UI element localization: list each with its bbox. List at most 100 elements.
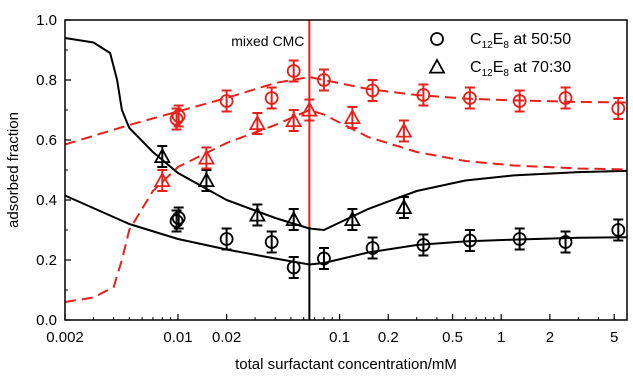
data-point xyxy=(395,196,413,219)
black-triangle-marker xyxy=(153,147,171,164)
y-tick-label: 0.8 xyxy=(36,72,57,89)
legend-circle-marker xyxy=(430,32,444,46)
data-point xyxy=(512,89,527,113)
x-tick-label: 0.002 xyxy=(46,329,84,346)
data-point xyxy=(197,146,215,170)
data-point xyxy=(153,169,171,192)
data-point xyxy=(463,229,477,252)
x-tick-label: 5 xyxy=(610,329,618,346)
data-point xyxy=(248,112,266,135)
data-point xyxy=(285,208,303,231)
red-circle-marker xyxy=(365,83,380,98)
data-point xyxy=(286,59,301,83)
data-point xyxy=(365,79,380,102)
legend-label-50-50: C12E8 at 50:50 xyxy=(470,31,571,51)
red-circle-marker xyxy=(219,94,234,108)
red-triangle-marker xyxy=(248,114,266,131)
legend-entry-70-30: C12E8 at 70:30 xyxy=(428,58,571,79)
black-triangle-marker xyxy=(197,171,215,188)
black-circle-marker xyxy=(317,251,331,266)
y-axis-label: adsorbed fraction xyxy=(5,112,22,228)
x-tick-label: 0.02 xyxy=(212,329,241,346)
red-circle-marker xyxy=(611,101,626,116)
data-point xyxy=(416,233,431,257)
data-point xyxy=(317,68,331,92)
y-tick-label: 0.6 xyxy=(36,132,57,149)
red-circle-marker xyxy=(558,91,573,105)
red-triangle-marker xyxy=(395,122,413,138)
x-tick-label: 0.1 xyxy=(329,329,350,346)
black-triangle-marker xyxy=(285,210,303,227)
data-point xyxy=(248,203,266,227)
black-circle-marker xyxy=(611,223,626,237)
red-circle-marker xyxy=(264,91,279,105)
data-point xyxy=(343,106,361,129)
legend-triangle-marker xyxy=(428,58,446,74)
black-circle-marker xyxy=(463,233,477,248)
black-circle-marker xyxy=(219,232,234,246)
red-circle-marker xyxy=(317,73,331,87)
data-point xyxy=(395,119,413,143)
data-point xyxy=(611,218,626,242)
red-dashed-curve-3 xyxy=(64,108,628,303)
black-circle-marker xyxy=(416,238,431,252)
black-circle-marker xyxy=(286,260,301,275)
red-triangle-marker xyxy=(343,108,361,124)
black-triangle-marker xyxy=(248,206,266,222)
data-point xyxy=(171,104,186,128)
data-point xyxy=(264,86,279,110)
data-markers xyxy=(153,59,626,279)
data-point xyxy=(611,97,626,120)
red-circle-marker xyxy=(512,94,527,108)
black-circle-marker xyxy=(264,235,279,249)
data-point xyxy=(171,206,186,230)
red-triangle-marker xyxy=(197,149,215,165)
data-point xyxy=(300,98,318,122)
data-point xyxy=(416,83,431,107)
red-circle-marker xyxy=(169,112,184,126)
y-tick-label: 0.0 xyxy=(36,312,57,329)
data-point xyxy=(512,227,527,251)
red-circle-marker xyxy=(171,109,186,123)
data-point xyxy=(286,256,301,279)
data-point xyxy=(264,230,279,254)
data-point xyxy=(197,169,215,192)
x-tick-label: 1 xyxy=(497,329,505,346)
y-tick-label: 1.0 xyxy=(36,12,57,29)
black-triangle-marker xyxy=(343,210,361,227)
data-point xyxy=(317,247,331,270)
y-tick-label: 0.4 xyxy=(36,192,57,209)
black-circle-marker xyxy=(169,214,184,228)
black-circle-marker xyxy=(512,232,527,246)
data-point xyxy=(219,227,234,251)
legend: C12E8 at 50:50 C12E8 at 70:30 xyxy=(428,31,571,79)
x-tick-label: 0.5 xyxy=(442,329,463,346)
axis-ticks: 0.002 0.01 0.02 0.1 0.2 0.5 1 2 5 0.0 0.2 0.4 0.6 0.8… xyxy=(36,12,618,346)
black-circle-marker xyxy=(171,211,186,225)
black-solid-curve-0 xyxy=(64,37,628,232)
data-point xyxy=(219,89,234,113)
red-triangle-marker xyxy=(285,111,303,127)
data-point xyxy=(285,109,303,132)
data-point xyxy=(343,208,361,231)
black-solid-curve-1 xyxy=(64,194,628,266)
legend-label-70-30: C12E8 at 70:30 xyxy=(470,59,571,79)
red-triangle-marker xyxy=(153,171,171,188)
data-point xyxy=(365,236,380,260)
black-circle-marker xyxy=(558,235,573,249)
red-triangle-marker xyxy=(300,101,318,117)
red-circle-marker xyxy=(286,64,301,78)
legend-entry-50-50: C12E8 at 50:50 xyxy=(430,31,571,51)
x-tick-label: 0.2 xyxy=(378,329,399,346)
data-point xyxy=(558,230,573,254)
data-point xyxy=(153,145,171,168)
black-circle-marker xyxy=(365,241,380,255)
x-tick-label: 0.01 xyxy=(163,329,192,346)
red-dashed-curve-2 xyxy=(64,75,628,146)
model-curves xyxy=(64,37,628,303)
black-triangle-marker xyxy=(395,198,413,215)
x-tick-label: 2 xyxy=(546,329,554,346)
red-circle-marker xyxy=(416,88,431,102)
data-point xyxy=(558,86,573,110)
